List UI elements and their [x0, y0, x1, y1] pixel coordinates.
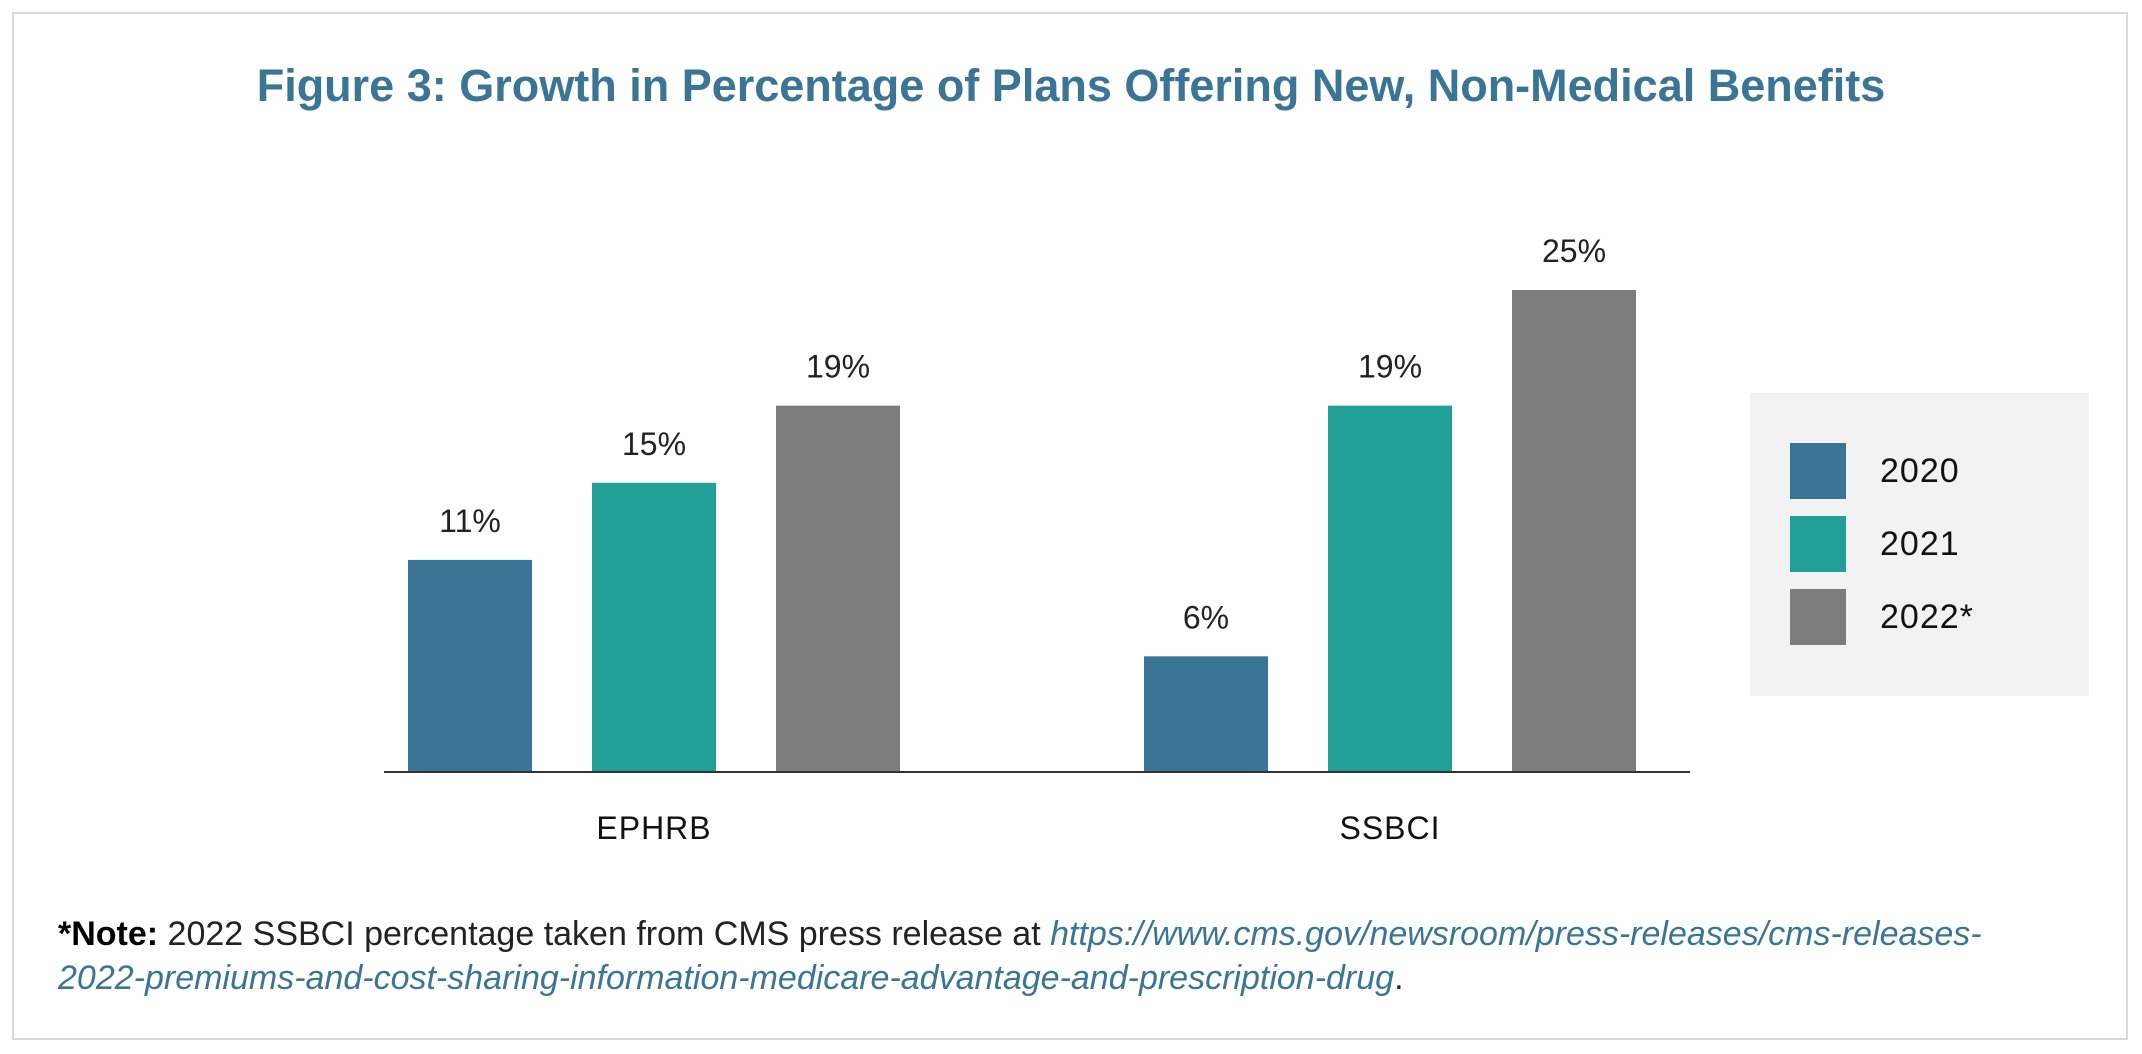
value-label-ssbci-2022: 25% — [1542, 233, 1606, 269]
chart-legend: 2020 2021 2022* — [1750, 393, 2089, 696]
footnote: *Note: 2022 SSBCI percentage taken from … — [58, 912, 2058, 1000]
value-label-ssbci-2021: 19% — [1358, 349, 1422, 385]
legend-swatch-2020 — [1790, 443, 1846, 499]
legend-label-2021: 2021 — [1880, 524, 1960, 563]
legend-swatch-2021 — [1790, 516, 1846, 572]
legend-item-2022: 2022* — [1790, 589, 1973, 645]
note-suffix: . — [1394, 959, 1404, 997]
category-label-ephrb: EPHRB — [596, 810, 711, 846]
bar-ephrb-2022 — [776, 405, 900, 772]
legend-item-2021: 2021 — [1790, 516, 1959, 572]
note-prefix: *Note: — [58, 915, 159, 953]
value-label-ephrb-2020: 11% — [439, 503, 501, 539]
note-text: 2022 SSBCI percentage taken from CMS pre… — [158, 915, 1051, 953]
bar-ssbci-2021 — [1328, 405, 1452, 772]
bar-ssbci-2022 — [1512, 290, 1636, 772]
legend-label-2022: 2022* — [1880, 597, 1974, 636]
legend-label-2020: 2020 — [1880, 451, 1960, 490]
bar-ssbci-2020 — [1144, 656, 1268, 772]
bar-ephrb-2020 — [408, 559, 532, 772]
note-link[interactable]: https://www.cms.gov/newsroom/press-relea… — [58, 915, 1982, 997]
legend-swatch-2022 — [1790, 589, 1846, 645]
value-label-ssbci-2020: 6% — [1183, 599, 1229, 635]
value-label-ephrb-2022: 19% — [806, 349, 870, 385]
value-label-ephrb-2021: 15% — [622, 426, 686, 462]
legend-item-2020: 2020 — [1790, 443, 1959, 499]
bar-ephrb-2021 — [592, 482, 716, 772]
category-label-ssbci: SSBCI — [1339, 810, 1440, 846]
chart-title: Figure 3: Growth in Percentage of Plans … — [256, 60, 1886, 111]
